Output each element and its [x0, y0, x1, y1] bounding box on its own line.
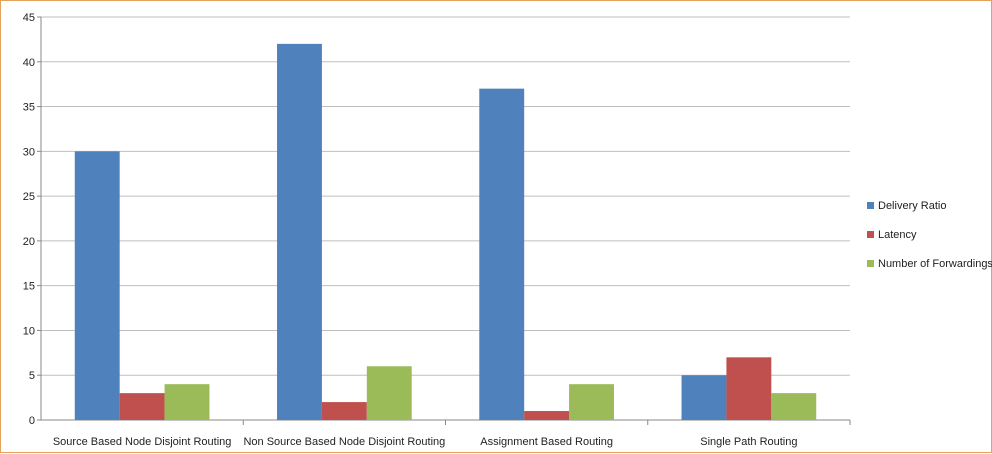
bar: [726, 357, 772, 420]
y-tick-label: 40: [23, 57, 35, 69]
legend-label: Number of Forwardings: [878, 258, 992, 270]
x-category-labels: Source Based Node Disjoint Routing Non So…: [53, 436, 798, 448]
x-category-label: Assignment Based Routing: [480, 436, 613, 448]
y-tick-label: 10: [23, 325, 35, 337]
bar: [74, 151, 120, 421]
bar: [771, 393, 817, 420]
bar: [681, 375, 727, 420]
bar: [321, 402, 367, 420]
y-tick-label: 20: [23, 236, 35, 248]
x-category-label: Single Path Routing: [700, 436, 797, 448]
bar: [119, 393, 165, 420]
legend-swatch: [867, 260, 874, 267]
bar: [569, 384, 614, 420]
legend: Delivery Ratio Latency Number of Forwardin…: [867, 200, 992, 270]
y-tick-label: 45: [23, 12, 35, 24]
bar: [479, 88, 525, 421]
y-tick-label: 25: [23, 191, 35, 203]
x-category-label: Non Source Based Node Disjoint Routing: [243, 436, 445, 448]
y-tick-label: 35: [23, 102, 35, 114]
bar: [164, 384, 210, 420]
legend-swatch: [867, 231, 874, 238]
bars: [74, 43, 817, 421]
y-tick-label: 30: [23, 146, 35, 158]
y-tick-label: 15: [23, 281, 35, 293]
x-category-label: Source Based Node Disjoint Routing: [53, 436, 232, 448]
y-tick-label: 0: [29, 415, 35, 427]
legend-label: Latency: [878, 229, 917, 241]
legend-swatch: [867, 202, 874, 209]
bar: [277, 43, 322, 420]
legend-label: Delivery Ratio: [878, 200, 946, 212]
y-tick-label: 5: [29, 370, 35, 382]
bar: [366, 366, 412, 420]
gridlines: [41, 16, 850, 376]
y-tick-labels: 0 5 10 15 20 25 30 35 40 45: [23, 12, 35, 427]
bar: [524, 411, 570, 420]
